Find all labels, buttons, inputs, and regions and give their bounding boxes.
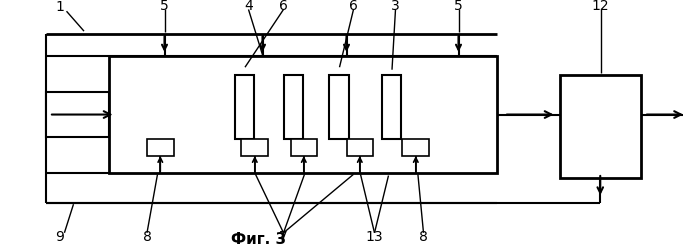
Text: 4: 4: [244, 0, 253, 13]
Bar: [346, 139, 373, 156]
Text: 1: 1: [55, 0, 64, 14]
Text: 8: 8: [419, 230, 428, 244]
Text: 8: 8: [143, 230, 151, 244]
Bar: [46, 92, 108, 137]
Bar: [234, 75, 254, 139]
Bar: [241, 139, 268, 156]
Bar: [382, 75, 401, 139]
Bar: [108, 56, 497, 173]
Text: 3: 3: [391, 0, 400, 13]
Bar: [329, 75, 349, 139]
Bar: [284, 75, 303, 139]
Bar: [290, 139, 317, 156]
Bar: [147, 139, 174, 156]
Text: 6: 6: [349, 0, 358, 13]
Text: 12: 12: [592, 0, 610, 13]
Bar: [560, 75, 640, 178]
Text: 7: 7: [279, 230, 288, 244]
Bar: [402, 139, 429, 156]
Text: 5: 5: [160, 0, 169, 13]
Text: 5: 5: [454, 0, 463, 13]
Text: Фиг. 3: Фиг. 3: [232, 232, 286, 247]
Text: 9: 9: [55, 230, 64, 244]
Text: 13: 13: [365, 230, 384, 244]
Text: 6: 6: [279, 0, 288, 13]
